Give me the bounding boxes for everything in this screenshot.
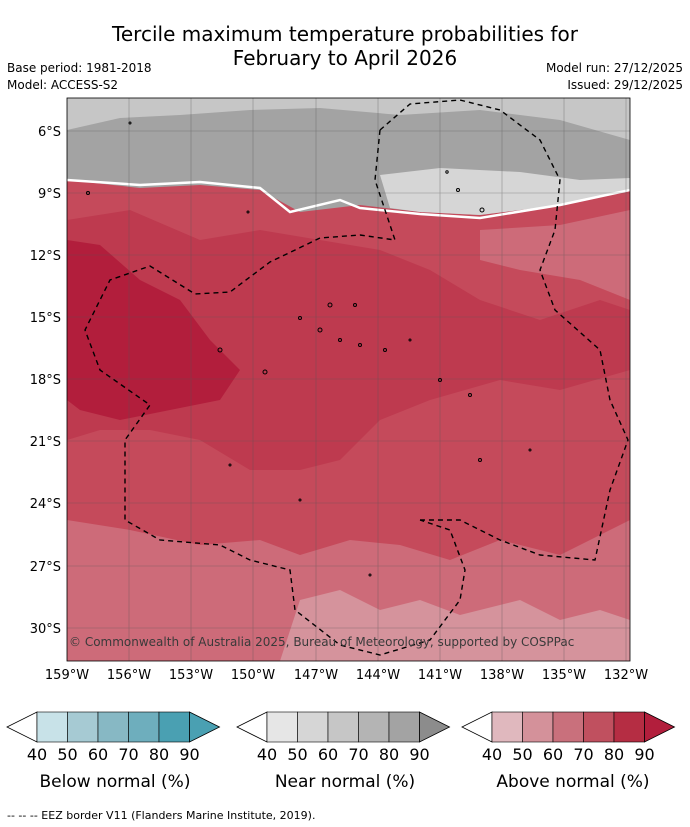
- gridlines: [67, 98, 630, 661]
- title-line-1: Tercile maximum temperature probabilitie…: [112, 22, 578, 46]
- colorbar-segment: [388, 711, 420, 743]
- field-above-90-west: [67, 240, 240, 420]
- colorbar-tick-label: 60: [318, 745, 338, 764]
- lat-label: 15°S: [30, 311, 61, 326]
- colorbar-tick-label: 80: [149, 745, 169, 764]
- colorbar-extend-high: [644, 711, 676, 743]
- lat-label: 21°S: [30, 435, 61, 450]
- colorbar-tick-label: 40: [257, 745, 277, 764]
- colorbar-tick-label: 90: [179, 745, 199, 764]
- colorbar-tick-label: 70: [573, 745, 593, 764]
- lat-label: 6°S: [38, 125, 61, 140]
- meta-right: Model run: 27/12/2025 Issued: 29/12/2025: [546, 60, 683, 94]
- title-line-2: February to April 2026: [232, 46, 458, 70]
- eez-border-french-polynesia: [84, 129, 466, 656]
- colorbar-segment: [266, 711, 298, 743]
- colorbar-extend-low: [461, 711, 493, 743]
- base-period: Base period: 1981-2018: [7, 61, 152, 75]
- map-title: Tercile maximum temperature probabilitie…: [0, 22, 690, 70]
- colorbar-segment: [327, 711, 359, 743]
- colorbar-segment: [491, 711, 523, 743]
- colorbar-segment: [522, 711, 554, 743]
- eez-footer: -- -- -- EEZ border V11 (Flanders Marine…: [7, 809, 316, 822]
- colorbars: 40 50 60 70 80 90 40 50 60 70 80 90 40 50 60 70 80 90: [6, 711, 676, 764]
- map-frame: [66, 97, 631, 662]
- model-run: Model run: 27/12/2025: [545, 61, 683, 75]
- colorbar-tick-label: 70: [118, 745, 138, 764]
- model-name: Model: ACCESS-S2: [7, 78, 119, 92]
- colorbar-tick-label: 60: [88, 745, 108, 764]
- colorbar-tick-label: 50: [512, 745, 532, 764]
- lon-label: 147°W: [294, 668, 338, 683]
- colorbar-segment: [128, 711, 160, 743]
- lon-label: 159°W: [45, 668, 89, 683]
- lon-label: 132°W: [604, 668, 648, 683]
- colorbar-tick-label: 60: [543, 745, 563, 764]
- colorbar-tick-label: 40: [27, 745, 47, 764]
- colorbar-label-above: Above normal (%): [496, 772, 650, 792]
- colorbar-tick-label: 50: [287, 745, 307, 764]
- field-above-80-west: [67, 210, 630, 470]
- colorbar-segment: [36, 711, 68, 743]
- colorbar-segment: [67, 711, 99, 743]
- colorbar-segment: [297, 711, 329, 743]
- lon-label: 150°W: [231, 668, 275, 683]
- colorbar-segment: [97, 711, 129, 743]
- colorbar-tick-label: 40: [482, 745, 502, 764]
- colorbar-extend-low: [236, 711, 268, 743]
- map-panel: © Commonwealth of Australia 2025, Bureau…: [30, 97, 648, 683]
- lat-labels: 6°S 9°S 12°S 15°S 18°S 21°S 24°S 27°S 30…: [30, 125, 61, 637]
- lat-label: 18°S: [30, 373, 61, 388]
- colorbar-tick-label: 90: [409, 745, 429, 764]
- colorbar-extend-high: [419, 711, 451, 743]
- colorbar-extend-high: [189, 711, 221, 743]
- meta-left: Base period: 1981-2018 Model: ACCESS-S2: [7, 60, 152, 94]
- lon-label: 156°W: [107, 668, 151, 683]
- issued-date: Issued: 29/12/2025: [567, 78, 683, 92]
- lon-label: 141°W: [418, 668, 462, 683]
- colorbar-tick-label: 80: [604, 745, 624, 764]
- lon-label: 135°W: [542, 668, 586, 683]
- copyright-notice: © Commonwealth of Australia 2025, Bureau…: [69, 635, 574, 649]
- colorbar-label-below: Below normal (%): [39, 772, 191, 792]
- lon-labels: 159°W 156°W 153°W 150°W 147°W 144°W 141°…: [45, 668, 648, 683]
- colorbar-tick-label: 70: [348, 745, 368, 764]
- map-field: [67, 98, 630, 661]
- colorbar-segment: [158, 711, 190, 743]
- lon-label: 144°W: [356, 668, 400, 683]
- lat-label: 30°S: [30, 622, 61, 637]
- colorbar-extend-low: [6, 711, 38, 743]
- colorbar-segment: [358, 711, 390, 743]
- colorbar-tick-label: 50: [57, 745, 77, 764]
- colorbar-segment: [613, 711, 645, 743]
- lat-label: 9°S: [38, 187, 61, 202]
- tercile-boundary: [67, 178, 630, 220]
- islands: [86, 121, 532, 577]
- colorbar-label-near: Near normal (%): [274, 772, 416, 792]
- colorbar-segment: [583, 711, 615, 743]
- colorbar-tick-label: 90: [634, 745, 654, 764]
- colorbar-tick-label: 80: [379, 745, 399, 764]
- lat-label: 12°S: [30, 249, 61, 264]
- lat-label: 24°S: [30, 497, 61, 512]
- field-above-50-south: [280, 590, 630, 661]
- field-near-light: [67, 98, 630, 140]
- lat-label: 27°S: [30, 560, 61, 575]
- lon-label: 138°W: [480, 668, 524, 683]
- eez-border-kiribati: [379, 99, 629, 561]
- lon-label: 153°W: [169, 668, 213, 683]
- colorbar-segment: [552, 711, 584, 743]
